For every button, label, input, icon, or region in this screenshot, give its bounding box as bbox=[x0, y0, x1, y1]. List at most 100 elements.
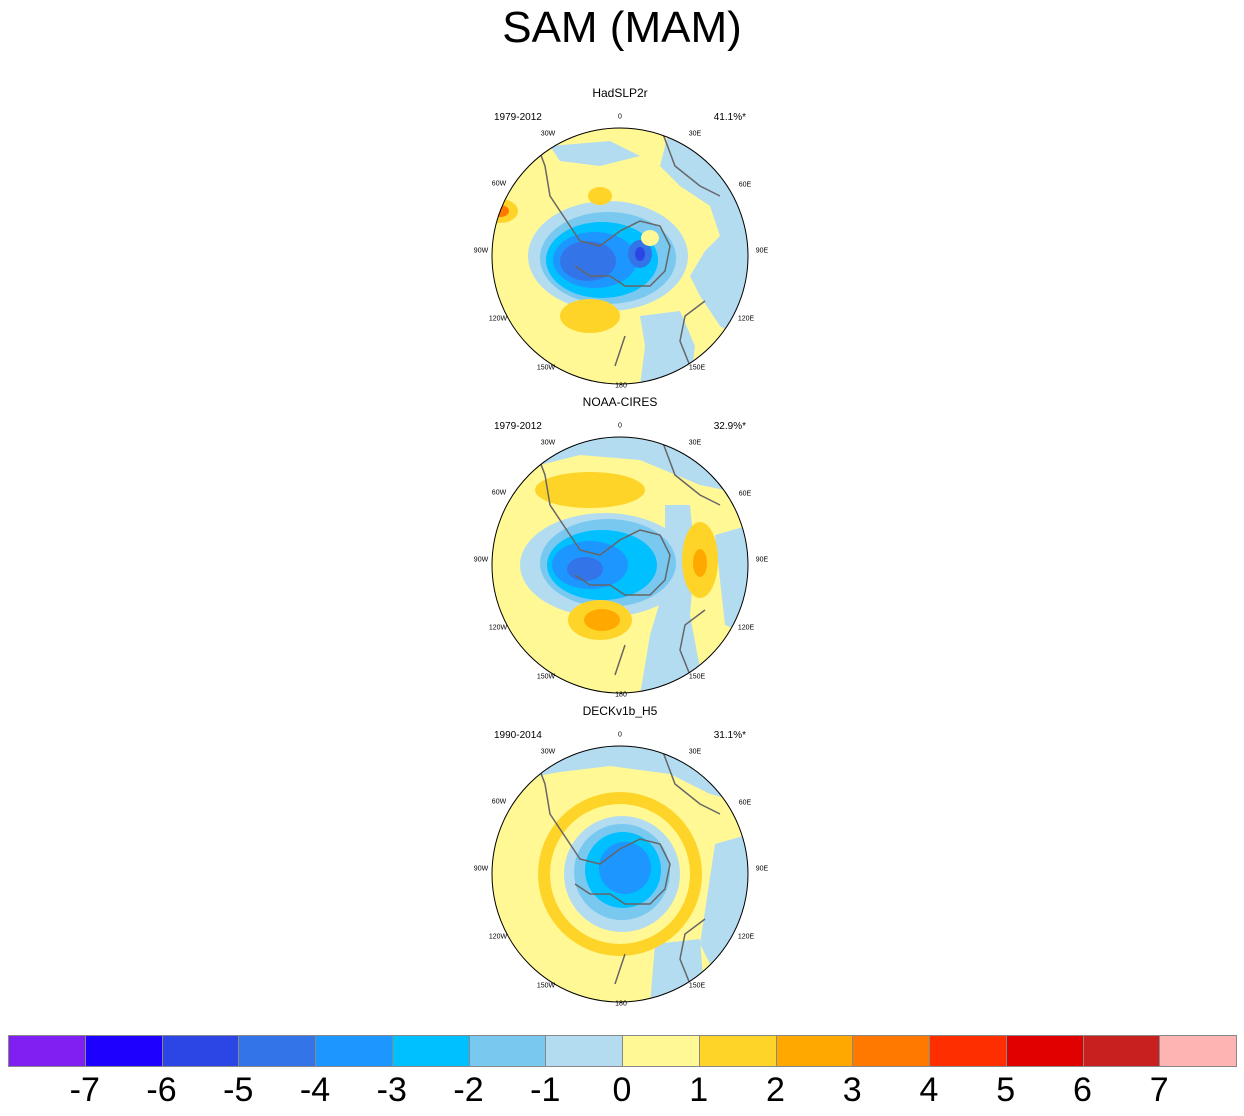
map-border bbox=[491, 436, 749, 694]
lon-label: 180 bbox=[615, 1000, 627, 1008]
map-border bbox=[491, 127, 749, 385]
panel-title: DECKv1b_H5 bbox=[582, 704, 658, 718]
positive-region bbox=[693, 549, 707, 577]
positive-region bbox=[641, 230, 659, 246]
panel-title: NOAA-CIRES bbox=[582, 395, 658, 409]
colorbar-cell bbox=[468, 1035, 547, 1067]
colorbar-cell bbox=[622, 1035, 700, 1067]
variance-label: 31.1%* bbox=[713, 730, 746, 741]
lon-label: 30E bbox=[688, 130, 702, 138]
colorbar-tick-label: 6 bbox=[1073, 1071, 1092, 1109]
colorbar-cell bbox=[161, 1035, 240, 1067]
lon-label: 90E bbox=[755, 556, 769, 564]
lon-label: 90W bbox=[473, 865, 489, 873]
colorbar-cell bbox=[852, 1035, 930, 1067]
lon-label: 120E bbox=[737, 933, 755, 941]
lon-label: 60W bbox=[491, 180, 507, 188]
colorbar-tick-label: 0 bbox=[612, 1071, 632, 1109]
lon-label: 30W bbox=[540, 130, 556, 138]
colorbar-cell bbox=[1159, 1035, 1237, 1067]
positive-region bbox=[535, 472, 645, 508]
positive-region bbox=[584, 609, 620, 631]
colorbar-tick-label: -4 bbox=[299, 1071, 331, 1109]
period-label: 1979-2012 bbox=[494, 421, 542, 432]
period-label: 1979-2012 bbox=[494, 112, 542, 123]
colorbar-cell bbox=[315, 1035, 393, 1067]
lon-label: 180 bbox=[615, 382, 627, 390]
lon-label: 180 bbox=[615, 691, 627, 699]
colorbar-cell bbox=[929, 1035, 1007, 1067]
lon-label: 30E bbox=[688, 748, 702, 756]
positive-region bbox=[588, 187, 612, 205]
negative-region bbox=[560, 241, 616, 281]
lon-label: 150W bbox=[536, 673, 556, 681]
polar-map bbox=[491, 745, 749, 1003]
colorbar-cell bbox=[84, 1035, 163, 1067]
lon-label: 30W bbox=[540, 439, 556, 447]
colorbar-tick-label: -1 bbox=[530, 1071, 561, 1109]
lon-label: 150W bbox=[536, 364, 556, 372]
colorbar-cell bbox=[1082, 1035, 1161, 1067]
map-panel-deckv1b-h5: DECKv1b_H5 1990-2014 31.1%* 0 30E 60E 90… bbox=[470, 704, 770, 1018]
colorbar-cell bbox=[1005, 1035, 1084, 1067]
colorbar-cell bbox=[238, 1035, 316, 1067]
lon-label: 30E bbox=[688, 439, 702, 447]
positive-region bbox=[560, 299, 620, 333]
lon-label: 0 bbox=[618, 731, 622, 739]
negative-region bbox=[650, 939, 705, 1002]
lon-label: 120E bbox=[737, 315, 755, 323]
lon-label: 150W bbox=[536, 982, 556, 990]
lon-label: 120W bbox=[488, 624, 508, 632]
map-border bbox=[491, 745, 749, 1003]
coastline bbox=[529, 746, 721, 1002]
colorbar-tick-label: -7 bbox=[69, 1071, 100, 1109]
lon-label: 60E bbox=[738, 490, 752, 498]
lon-label: 60W bbox=[491, 489, 507, 497]
colorbar-cell bbox=[391, 1035, 470, 1067]
lon-label: 30W bbox=[540, 748, 556, 756]
colorbar-cell bbox=[8, 1035, 86, 1067]
lon-label: 120W bbox=[488, 933, 508, 941]
map-panel-hadslp2r: HadSLP2r 1979-2012 41.1%* 0 30E 60E 90E … bbox=[470, 86, 770, 400]
lon-label: 150E bbox=[688, 673, 706, 681]
variance-label: 32.9%* bbox=[713, 421, 746, 432]
coastline bbox=[529, 128, 721, 384]
lon-label: 60E bbox=[738, 181, 752, 189]
negative-region bbox=[567, 557, 603, 581]
colorbar-tick-label: 1 bbox=[689, 1071, 709, 1109]
lon-label: 0 bbox=[618, 113, 622, 121]
lon-label: 90W bbox=[473, 247, 489, 255]
lon-label: 90E bbox=[755, 247, 769, 255]
period-label: 1990-2014 bbox=[494, 730, 542, 741]
polar-map bbox=[491, 127, 749, 385]
map-panel-noaa-cires: NOAA-CIRES 1979-2012 32.9%* 0 30E 60E 90… bbox=[470, 395, 770, 709]
colorbar-tick-label: -5 bbox=[223, 1071, 254, 1109]
colorbar-tick-label: -6 bbox=[146, 1071, 177, 1109]
lon-label: 0 bbox=[618, 422, 622, 430]
colorbar-tick-label: -2 bbox=[453, 1071, 484, 1109]
colorbar-cell bbox=[545, 1035, 623, 1067]
polar-map bbox=[491, 436, 749, 694]
lon-label: 90E bbox=[755, 865, 769, 873]
lon-label: 120W bbox=[488, 315, 508, 323]
colorbar-tick-label: 4 bbox=[919, 1071, 939, 1109]
colorbar-tick-label: 2 bbox=[766, 1071, 785, 1109]
lon-label: 120E bbox=[737, 624, 755, 632]
variance-label: 41.1%* bbox=[713, 112, 746, 123]
colorbar-cell bbox=[775, 1035, 854, 1067]
colorbar-tick-label: 7 bbox=[1149, 1071, 1169, 1109]
lon-label: 150E bbox=[688, 364, 706, 372]
colorbar-cell bbox=[698, 1035, 777, 1067]
colorbar-tick-label: 3 bbox=[842, 1071, 862, 1109]
negative-region bbox=[599, 842, 651, 894]
colorbar-tick-label: 5 bbox=[996, 1071, 1016, 1109]
lon-label: 60E bbox=[738, 799, 752, 807]
colorbar-tick-label: -3 bbox=[376, 1071, 407, 1109]
negative-region bbox=[550, 141, 640, 166]
lon-label: 150E bbox=[688, 982, 706, 990]
colorbar bbox=[8, 1035, 1237, 1069]
panel-title: HadSLP2r bbox=[592, 86, 648, 100]
lon-label: 60W bbox=[491, 798, 507, 806]
lon-label: 90W bbox=[473, 556, 489, 564]
coastline bbox=[529, 437, 721, 693]
